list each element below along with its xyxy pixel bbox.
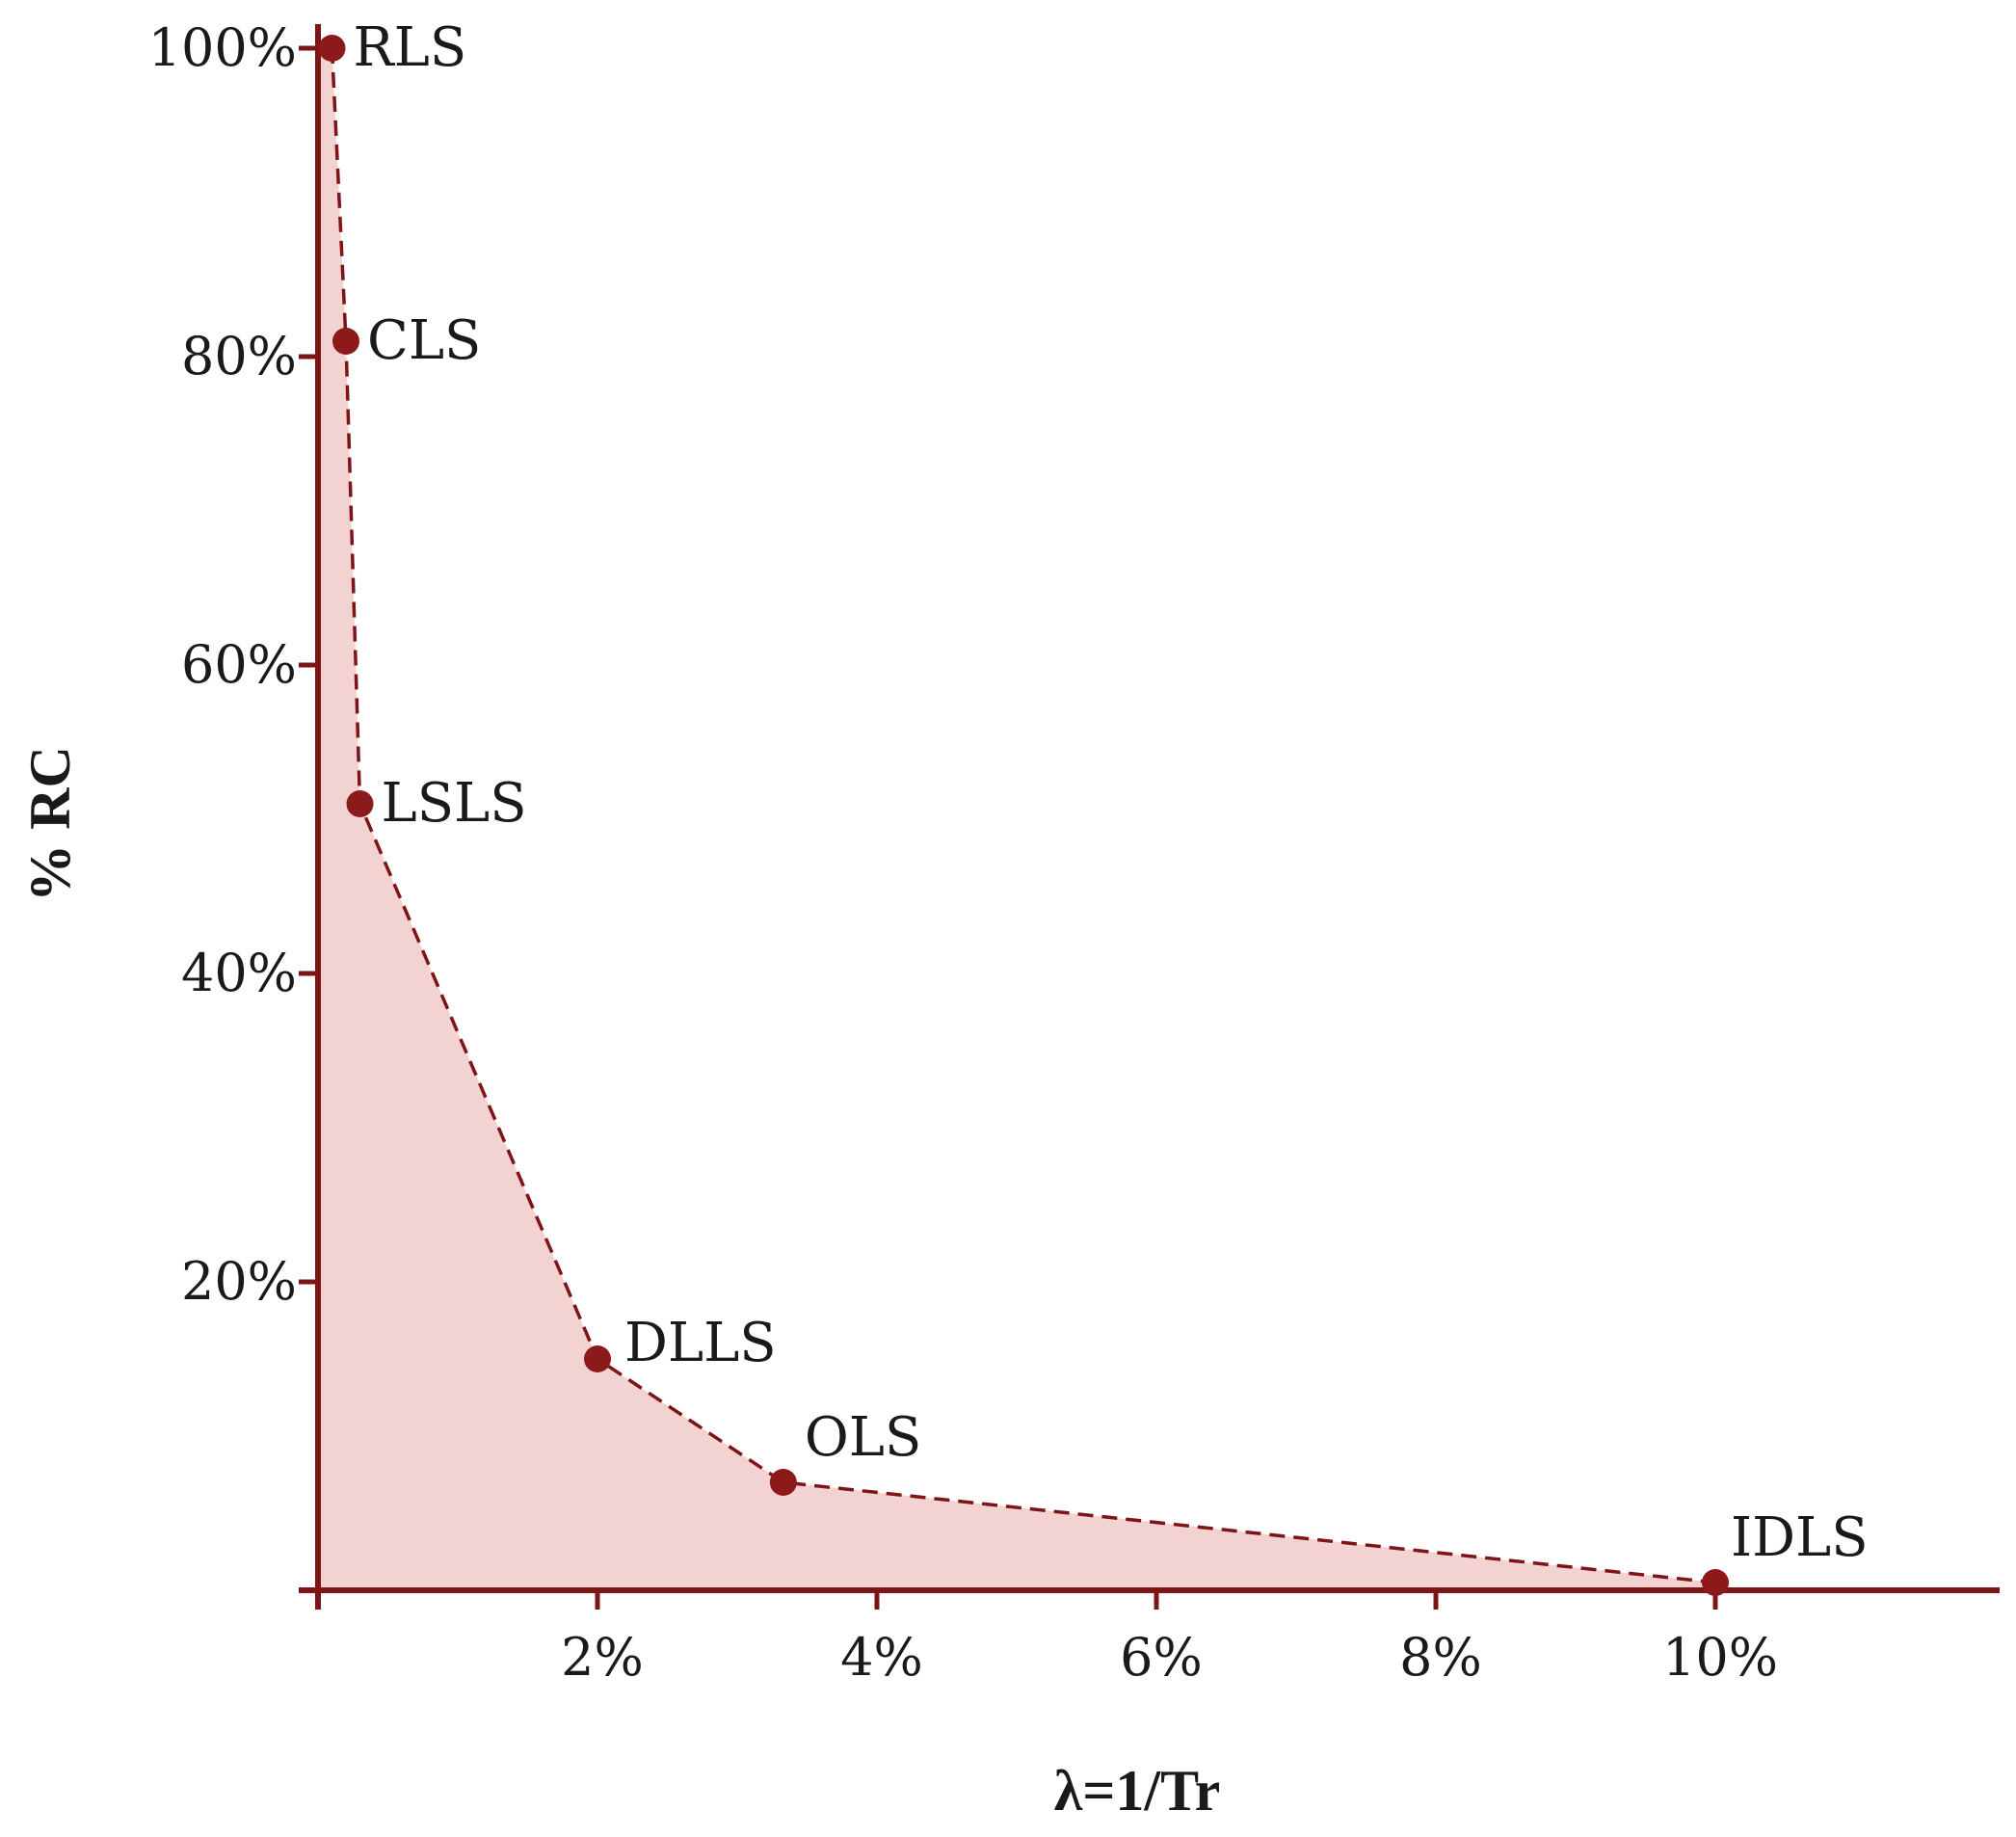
y-tick-label: 80% — [181, 326, 297, 386]
y-axis-title: % RC — [18, 746, 82, 902]
x-axis-title: λ=1/Tr — [1054, 1759, 1221, 1823]
point-label-lsls: LSLS — [382, 772, 527, 835]
series-line — [330, 47, 1716, 1584]
point-label-idls: IDLS — [1731, 1506, 1869, 1569]
x-tick-label: 2% — [561, 1627, 644, 1688]
data-point-ols — [769, 1469, 797, 1496]
point-label-ols: OLS — [805, 1406, 921, 1469]
point-label-rls: RLS — [354, 16, 467, 79]
data-point-rls — [318, 35, 346, 62]
area-fill — [318, 48, 1715, 1590]
point-label-cls: CLS — [367, 309, 481, 372]
y-tick-label: 60% — [181, 634, 297, 695]
x-tick-label: 6% — [1120, 1627, 1203, 1688]
y-tick-label: 100% — [148, 17, 297, 78]
y-tick-label: 40% — [181, 943, 297, 1003]
data-point-cls — [332, 328, 359, 355]
x-tick-label: 4% — [840, 1627, 923, 1688]
x-tick-label: 8% — [1399, 1627, 1482, 1688]
x-tick-label: 10% — [1662, 1627, 1778, 1688]
data-point-idls — [1702, 1569, 1729, 1596]
data-point-lsls — [346, 790, 374, 817]
data-point-dlls — [584, 1345, 611, 1372]
point-label-dlls: DLLS — [624, 1312, 777, 1374]
tick-layer: 2% 4% 6% 8% 10% 20% 40% 60% 80% 100% — [148, 17, 1778, 1688]
point-layer: RLS CLS LSLS DLLS OLS IDLS — [318, 16, 1869, 1596]
area-layer — [318, 48, 1715, 1590]
line-layer — [330, 47, 1716, 1584]
y-tick-label: 20% — [181, 1251, 297, 1312]
